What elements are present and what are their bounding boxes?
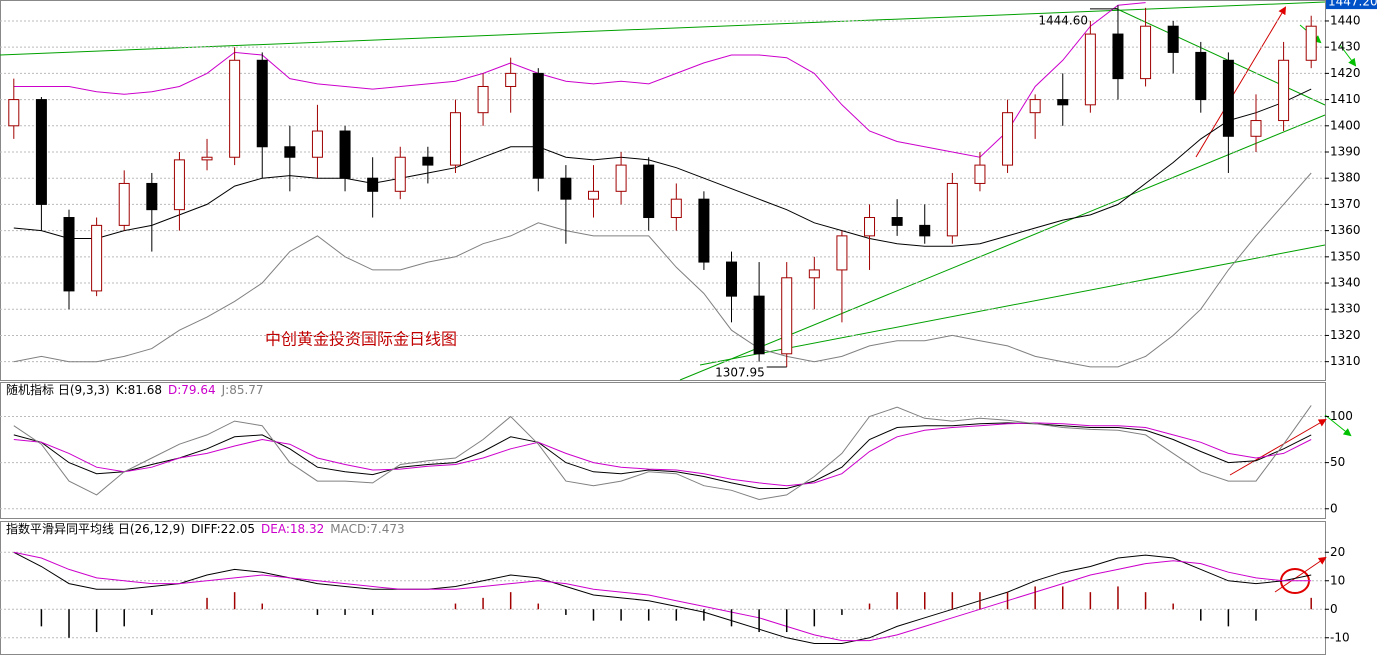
series-line: [13, 405, 1312, 501]
candle-body: [1002, 112, 1014, 166]
y-tick-label: 1440: [1330, 13, 1361, 27]
y-tick-label: 1320: [1330, 328, 1361, 342]
candle-body: [615, 164, 627, 192]
series-line: [13, 551, 1312, 642]
last-price-box: [1326, 0, 1377, 10]
candle-body: [173, 159, 185, 211]
candle-body: [1250, 120, 1262, 137]
candle-body: [118, 182, 130, 226]
chart-annotation: 中创黄金投资国际金日线图: [265, 330, 457, 349]
candle-body: [753, 295, 765, 355]
candle-body: [1112, 33, 1124, 80]
candle-body: [698, 198, 710, 263]
candle-body: [339, 130, 351, 179]
legend-entry: K:81.68: [116, 383, 162, 397]
y-tick-label: 1310: [1330, 354, 1361, 368]
candle-body: [891, 217, 903, 226]
y-tick-label: 1390: [1330, 145, 1361, 159]
candle-body: [505, 72, 517, 87]
candle-body: [477, 85, 489, 114]
y-tick-label: 1400: [1330, 118, 1361, 132]
legend-entry: DIFF:22.05: [191, 522, 255, 536]
candle-body: [946, 182, 958, 237]
candle-body: [449, 112, 461, 166]
y-tick-label: 1380: [1330, 171, 1361, 185]
candle-body: [670, 198, 682, 219]
legend-entry: J:85.77: [221, 383, 264, 397]
y-tick-label: 1350: [1330, 249, 1361, 263]
candle-body: [394, 156, 406, 192]
y-tick-label: 1340: [1330, 276, 1361, 290]
candle-body: [35, 99, 47, 205]
candle-body: [1195, 51, 1207, 101]
candle-body: [256, 59, 268, 148]
candle-body: [864, 217, 876, 237]
y-tick-label: 20: [1330, 545, 1345, 559]
y-tick-label: 0: [1330, 602, 1338, 616]
candle-body: [1029, 99, 1041, 114]
candle-body: [229, 59, 241, 158]
candle-body: [781, 277, 793, 355]
legend-entry: DEA:18.32: [261, 522, 324, 536]
panel-title-text: 随机指标 日(9,3,3): [6, 382, 110, 397]
panel-title: 指数平滑异同平均线 日(26,12,9) DIFF:22.05 DEA:18.32 M…: [6, 521, 405, 536]
legend-entry: MACD:7.473: [330, 522, 404, 536]
candle-body: [643, 164, 655, 219]
series-line: [13, 422, 1312, 489]
panel-title-text: 指数平滑异同平均线 日(26,12,9): [6, 521, 185, 536]
candle-body: [836, 235, 848, 271]
candle-body: [422, 156, 434, 166]
y-tick-label: -10: [1330, 630, 1350, 644]
series-line: [13, 2, 1146, 158]
last-price-label: 1447.20: [1328, 0, 1377, 9]
candle-body: [560, 177, 572, 200]
candle-body: [63, 217, 75, 292]
high-label: 1444.60: [1038, 13, 1088, 27]
y-tick-label: 100: [1330, 409, 1353, 423]
candle-body: [808, 269, 820, 279]
candle-body: [367, 177, 379, 192]
candle-body: [726, 261, 738, 297]
candle-body: [974, 164, 986, 184]
plot-area: [8, 2, 1317, 368]
y-tick-label: 1420: [1330, 66, 1361, 80]
panel-title: 随机指标 日(9,3,3) K:81.68 D:79.64 J:85.77: [6, 382, 264, 397]
series-line: [13, 422, 1312, 487]
panel-frames: [0, 0, 1326, 655]
y-tick-label: 1410: [1330, 92, 1361, 106]
candle-body: [1305, 25, 1317, 61]
y-tick-label: 1430: [1330, 40, 1361, 54]
trendlines: [0, 1, 1357, 594]
candle-body: [1278, 59, 1290, 122]
candle-body: [587, 190, 599, 200]
y-tick-label: 10: [1330, 573, 1345, 587]
candle-body: [201, 156, 213, 161]
legend-entry: D:79.64: [168, 383, 216, 397]
y-tick-label: 50: [1330, 455, 1345, 469]
candle-body: [1167, 25, 1179, 53]
y-tick-label: 1330: [1330, 302, 1361, 316]
series-line: [13, 88, 1312, 247]
candle-body: [1140, 25, 1152, 80]
candle-body: [8, 99, 20, 127]
candle-body: [1057, 99, 1069, 106]
candle-body: [532, 72, 544, 179]
series-line: [13, 172, 1312, 368]
low-label: 1307.95: [715, 366, 765, 380]
candle-body: [1222, 59, 1234, 137]
y-tick-label: 1360: [1330, 223, 1361, 237]
candle-body: [311, 130, 323, 158]
candle-body: [1084, 33, 1096, 106]
y-tick-label: 1370: [1330, 197, 1361, 211]
candle-body: [919, 224, 931, 237]
y-tick-label: 0: [1330, 501, 1338, 515]
series-line: [13, 551, 1312, 644]
candle-body: [91, 224, 103, 292]
candle-body: [146, 182, 158, 211]
candle-body: [284, 146, 296, 158]
